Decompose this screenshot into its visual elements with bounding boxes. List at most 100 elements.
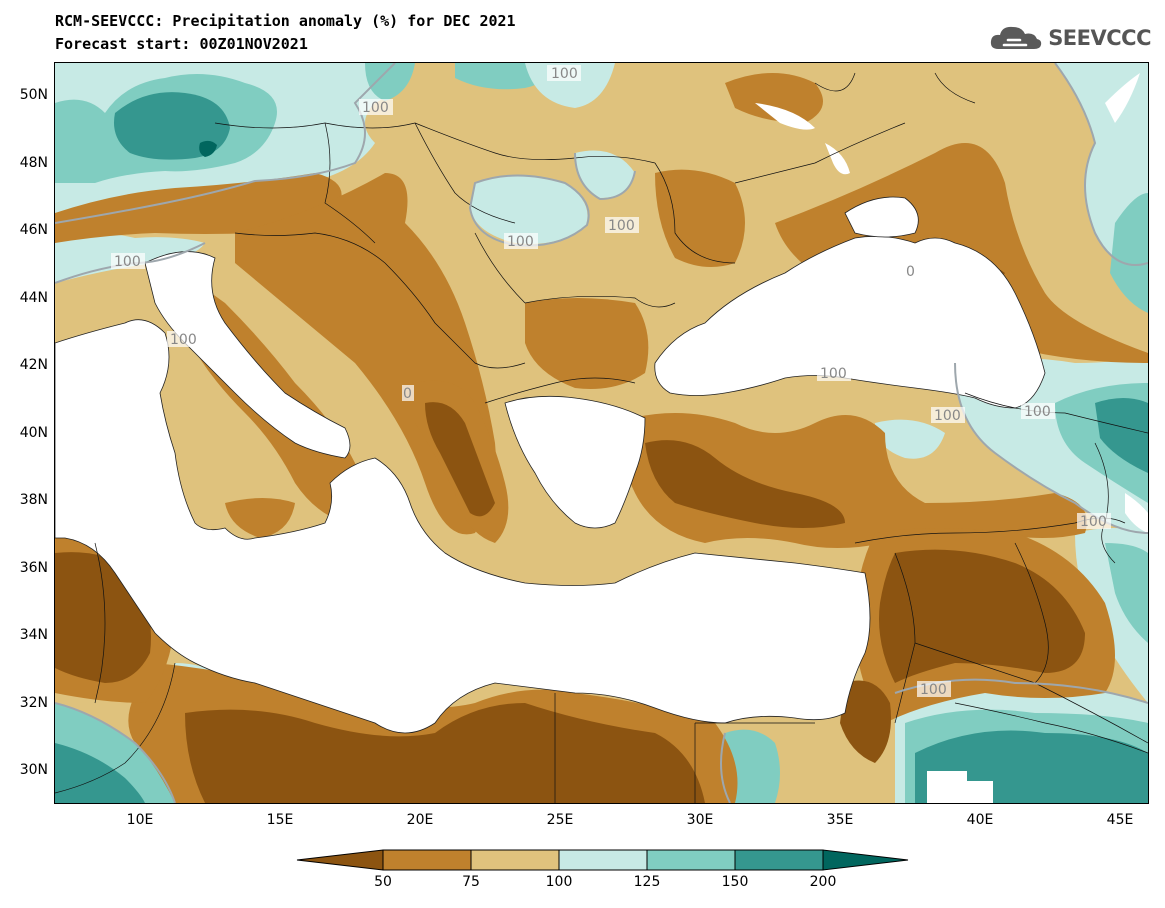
colorbar-segment: [558, 849, 648, 871]
lon-tick-label: 10E: [126, 812, 154, 828]
lat-tick-label: 50N: [19, 87, 48, 103]
colorbar-tick-label: 50: [374, 874, 392, 890]
lat-tick-label: 44N: [19, 290, 48, 306]
data-gap-volga-2: [825, 143, 850, 175]
colorbar-segment: [822, 849, 909, 871]
data-gap-volga-3: [1105, 73, 1140, 123]
anomaly-map: 100 100 100 100 100 100 100 100 100 100: [55, 63, 1148, 803]
dry-zone-libya-core: [185, 703, 705, 803]
contour-label: 100: [1080, 514, 1107, 530]
map-area: 100 100 100 100 100 100 100 100 100 100: [54, 62, 1149, 804]
colorbar-tick-label: 200: [809, 874, 837, 890]
dry-zone-sicily: [225, 498, 295, 538]
colorbar-tick-label: 125: [633, 874, 661, 890]
lat-tick-label: 42N: [19, 357, 48, 373]
contour-line-3: [468, 174, 590, 247]
wet-zone-ns-1: [365, 63, 415, 101]
cloud-icon: [991, 26, 1042, 49]
data-gap-volga: [755, 103, 815, 130]
border-3: [414, 122, 516, 224]
dry-zone-sinai: [840, 680, 891, 763]
contour-line-4: [574, 152, 636, 201]
border-17: [1014, 542, 1049, 684]
border-1: [214, 122, 656, 164]
azov-sea: [844, 196, 919, 238]
border-19: [55, 542, 176, 794]
border-20: [954, 702, 1148, 754]
lon-tick-label: 30E: [686, 812, 714, 828]
contour-label: 100: [934, 408, 961, 424]
contour-label: 100: [507, 234, 534, 250]
wet-zone-carpathian: [470, 175, 588, 244]
contour-line-5: [1054, 63, 1148, 266]
lat-tick-label: 34N: [19, 627, 48, 643]
dry-zone-greece-core: [425, 402, 495, 517]
dry-zone-ukraine: [655, 169, 745, 267]
contour-line-8: [55, 702, 176, 803]
contour-label: 100: [608, 218, 635, 234]
border-2: [324, 122, 376, 244]
logo-text: SEEVCCC: [1048, 26, 1151, 50]
contour-line-1: [55, 63, 396, 224]
colorbar-segment: [382, 849, 472, 871]
border-9: [734, 122, 906, 184]
border-7: [474, 232, 526, 304]
contour-label: 100: [114, 254, 141, 270]
dry-zone-north: [725, 73, 823, 123]
border-12: [964, 392, 1148, 434]
map-title: RCM-SEEVCCC: Precipitation anomaly (%) f…: [55, 12, 516, 30]
contour-label: 100: [820, 366, 847, 382]
lon-tick-label: 25E: [546, 812, 574, 828]
contour-label: 100: [920, 682, 947, 698]
wet-zone-east-anatolia: [875, 419, 945, 459]
colorbar-tick-label: 75: [462, 874, 480, 890]
forecast-start-subtitle: Forecast start: 00Z01NOV2021: [55, 35, 308, 53]
data-gap-east: [1125, 493, 1148, 533]
wet-zone-southwest-2: [55, 743, 145, 803]
lon-tick-label: 15E: [266, 812, 294, 828]
colorbar-segment: [470, 849, 560, 871]
border-6: [524, 295, 676, 308]
wet-zone-northeast-2: [1110, 193, 1148, 313]
wet-zone-east-edge-2: [1105, 543, 1148, 643]
lon-tick-label: 35E: [826, 812, 854, 828]
contour-label: 100: [362, 100, 389, 116]
colorbar-segment: [646, 849, 736, 871]
aegean-sea: [504, 395, 646, 529]
border-11: [484, 377, 636, 404]
wet-zone-northwest-peak: [199, 140, 217, 157]
contour-label: 0: [403, 386, 412, 402]
contour-label: 100: [1024, 404, 1051, 420]
border-5: [384, 262, 526, 369]
colorbar-segment: [734, 849, 824, 871]
seevccc-logo: SEEVCCC: [988, 22, 1151, 54]
contour-labels: 100 100 100 100 100 100 100 100 100 100: [111, 65, 1111, 698]
colorbar-tick-label: 100: [545, 874, 573, 890]
wet-zone-caucasus-3: [1095, 398, 1148, 473]
lat-tick-label: 36N: [19, 560, 48, 576]
lat-tick-label: 46N: [19, 222, 48, 238]
black-sea: [654, 235, 1046, 409]
country-borders: [55, 72, 1148, 803]
colorbar-tick-label: 150: [721, 874, 749, 890]
lat-tick-label: 48N: [19, 155, 48, 171]
data-gap-south: [927, 771, 967, 803]
data-gap-south-2: [967, 781, 993, 803]
wet-zone-carpathian-2: [575, 150, 635, 198]
lon-tick-label: 20E: [406, 812, 434, 828]
lat-tick-label: 32N: [19, 695, 48, 711]
dry-zone-romania: [525, 298, 649, 389]
lon-tick-label: 45E: [1106, 812, 1134, 828]
border-8: [654, 162, 736, 264]
border-4: [234, 232, 386, 264]
lat-tick-label: 30N: [19, 762, 48, 778]
lat-tick-label: 38N: [19, 492, 48, 508]
lat-tick-label: 40N: [19, 425, 48, 441]
colorbar-segment: [296, 849, 384, 871]
border-10: [814, 72, 976, 104]
colorbar: [296, 849, 909, 871]
dry-zone-levant-core: [879, 549, 1085, 683]
contour-label: 100: [551, 66, 578, 82]
border-18: [554, 693, 815, 803]
lon-tick-label: 40E: [966, 812, 994, 828]
